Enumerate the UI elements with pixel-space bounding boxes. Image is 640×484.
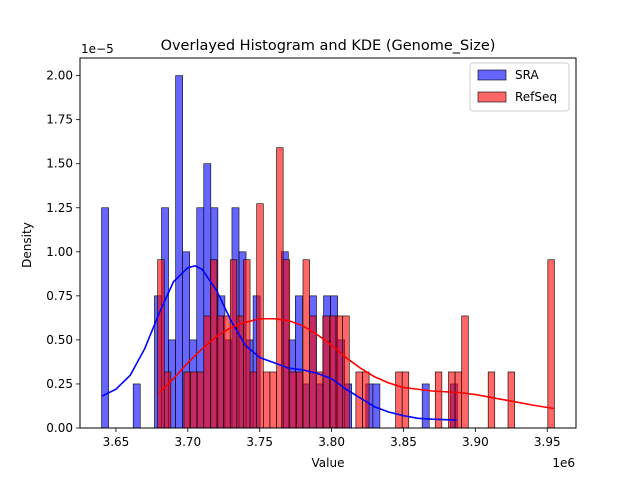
- x-tick-label-0: 3.65: [103, 435, 130, 449]
- x-tick-label-4: 3.85: [390, 435, 417, 449]
- bar-refseq-17: [282, 259, 291, 429]
- bar-refseq-16: [276, 147, 284, 429]
- x-tick-label-1: 3.70: [174, 435, 201, 449]
- bar-refseq-20: [302, 259, 310, 429]
- bar-refseq-9: [229, 259, 238, 429]
- bar-refseq-5: [203, 315, 211, 429]
- bar-refseq-8: [223, 315, 231, 429]
- bar-refseq-1: [163, 371, 172, 429]
- x-offset-label: 1e6: [552, 456, 575, 470]
- y-tick-label-0: 0.00: [46, 421, 73, 435]
- kde-line-sra: [101, 265, 457, 421]
- bar-refseq-22: [315, 371, 324, 429]
- bar-refseq-4: [196, 371, 205, 429]
- y-offset-label: 1e−5: [81, 42, 114, 56]
- y-tick-label-3: 0.75: [46, 289, 73, 303]
- bar-refseq-14: [262, 371, 271, 429]
- bar-refseq-12: [249, 371, 257, 429]
- x-tick-label-3: 3.80: [318, 435, 345, 449]
- bar-refseq-34: [461, 315, 469, 429]
- y-tick-label-8: 2.00: [46, 69, 73, 83]
- legend-label-sra: SRA: [515, 68, 539, 82]
- y-tick-label-2: 0.50: [46, 333, 73, 347]
- x-tick-label-5: 3.90: [462, 435, 489, 449]
- legend-swatch-sra: [477, 69, 507, 81]
- x-axis-label: Value: [312, 456, 345, 470]
- bar-refseq-35: [487, 371, 496, 429]
- bar-refseq-18: [289, 371, 297, 429]
- y-tick-label-1: 0.25: [46, 377, 73, 391]
- bar-refseq-2: [183, 371, 191, 429]
- chart-title: Overlayed Histogram and KDE (Genome_Size…: [161, 38, 496, 54]
- y-tick-label-7: 1.75: [46, 113, 73, 127]
- x-axis: 3.65 3.70 3.75 3.80 3.85 3.90 3.95: [103, 428, 561, 449]
- y-tick-label-4: 1.00: [46, 245, 73, 259]
- legend-label-refseq: RefSeq: [515, 90, 557, 104]
- kde-line-refseq: [158, 317, 555, 410]
- bar-refseq-15: [269, 371, 277, 429]
- bar-refseq-25: [335, 315, 343, 429]
- y-axis: 0.00 0.25 0.50 0.75 1.00 1.25 1.50 1.75 2.00: [46, 69, 80, 435]
- bar-sra-1: [132, 383, 141, 429]
- bar-refseq-0: [157, 259, 165, 429]
- bar-refseq-24: [329, 315, 337, 429]
- bar-refseq-37: [547, 259, 555, 429]
- legend-swatch-refseq: [477, 91, 507, 103]
- bar-refseq-26: [342, 315, 350, 429]
- bar-refseq-29: [395, 371, 403, 429]
- bar-refseq-13: [256, 203, 264, 429]
- y-axis-label: Density: [20, 222, 34, 268]
- bar-refseq-23: [322, 315, 330, 429]
- bar-refseq-3: [190, 371, 198, 429]
- x-tick-label-6: 3.95: [534, 435, 561, 449]
- bar-refseq-30: [401, 371, 410, 429]
- x-tick-label-2: 3.75: [246, 435, 273, 449]
- legend: SRA RefSeq: [469, 62, 570, 112]
- axes-frame: [79, 57, 577, 429]
- y-tick-label-6: 1.50: [46, 157, 73, 171]
- bar-refseq-27: [355, 371, 363, 429]
- plot-kde: [101, 265, 555, 421]
- bar-refseq-19: [296, 371, 304, 429]
- y-tick-label-5: 1.25: [46, 201, 73, 215]
